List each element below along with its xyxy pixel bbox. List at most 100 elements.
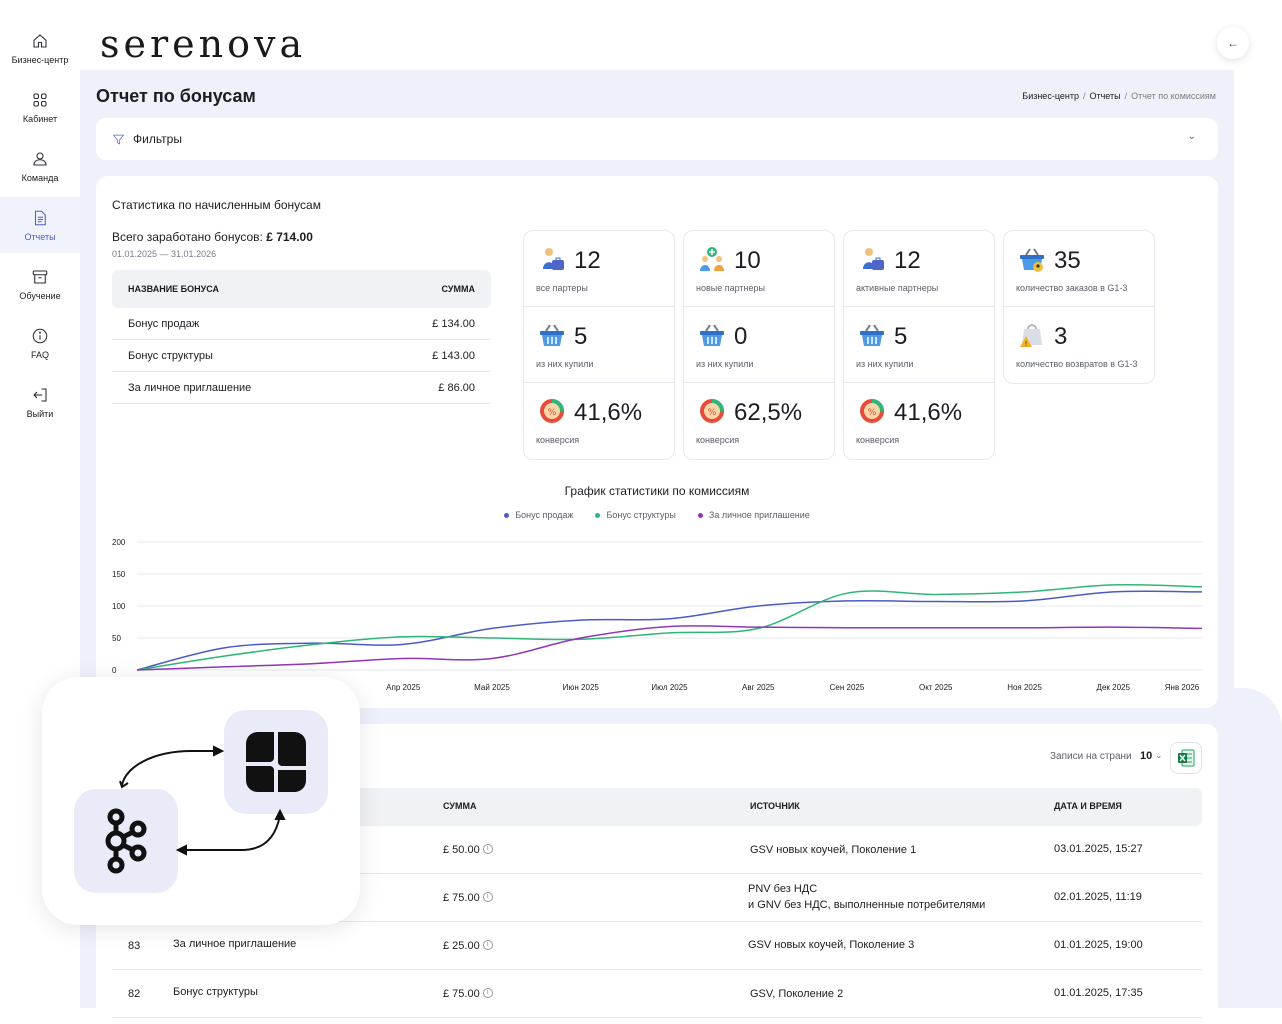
brand-logo[interactable]: serenova — [100, 22, 307, 66]
table-row: £ 50.00 i GSV новых коучей, Поколение 1 0… — [112, 826, 1202, 874]
info-icon[interactable]: i — [482, 940, 493, 950]
record-sum: £ 75.00 i — [443, 892, 493, 904]
record-sum-value: £ 50.00 — [443, 844, 480, 856]
kpi-label: из них купили — [856, 359, 914, 369]
kpi-value: 41,6% — [894, 399, 963, 426]
legend-dot — [504, 512, 510, 518]
x-tick-label: Сен 2025 — [830, 683, 865, 692]
nav-item-team[interactable]: Команда — [0, 138, 80, 194]
kpi-value: 5 — [574, 323, 588, 350]
legend-item-invitation[interactable]: За личное приглашение — [697, 510, 810, 520]
record-source-line2: и GNV без НДС, выполненные потребителями — [748, 899, 986, 911]
basket-icon — [860, 324, 884, 346]
kpi-value: 41,6% — [574, 399, 643, 426]
nav-item-learning[interactable]: Обучение — [0, 256, 80, 312]
breadcrumb: Бизнес-центр / Отчеты / Отчет по комисси… — [1022, 91, 1216, 101]
info-icon[interactable]: i — [482, 892, 493, 902]
breadcrumb-separator: / — [1124, 91, 1128, 101]
kpi-cell: 10 новые партнеры — [684, 231, 834, 307]
record-source: GSV новых коучей, Поколение 1 — [750, 844, 917, 856]
nav-label: Обучение — [19, 290, 61, 301]
legend-label: Бонус структуры — [606, 510, 676, 520]
logout-icon — [33, 387, 47, 402]
kpi-value: 5 — [894, 323, 908, 350]
kpi-label: конверсия — [536, 435, 580, 445]
info-icon[interactable]: i — [482, 844, 493, 854]
stats-card: Статистика по начисленным бонусам Всего … — [96, 176, 1218, 708]
filters-label: Фильтры — [133, 132, 182, 146]
partners-icon — [863, 248, 884, 270]
table-row: Бонус структуры £ 143.00 — [112, 340, 491, 372]
kpi-cell: 5 из них купили — [524, 307, 674, 383]
col-source[interactable]: ИСТОЧНИК — [750, 801, 800, 811]
bonus-name: Бонус продаж — [128, 317, 200, 330]
nav-item-faq[interactable]: FAQ — [0, 315, 80, 371]
record-source: GSV, Поколение 2 — [750, 988, 844, 1000]
kpi-column-orders: 35 количество заказов в G1-3 ! 3 количес… — [1003, 230, 1155, 384]
nav-item-cabinet[interactable]: Кабинет — [0, 79, 80, 135]
filter-icon — [112, 134, 125, 144]
chevron-down-icon[interactable]: ⌄ — [1155, 750, 1163, 760]
export-excel-button[interactable] — [1170, 742, 1202, 774]
kpi-label: конверсия — [856, 435, 900, 445]
records-per-page-select[interactable]: 10 — [1140, 750, 1153, 762]
col-datetime[interactable]: ДАТА И ВРЕМЯ — [1054, 801, 1122, 811]
table-row: За личное приглашение £ 86.00 — [112, 372, 491, 404]
records-per-page-label: Записи на страни — [1050, 751, 1132, 762]
series-line-0[interactable] — [136, 590, 1203, 671]
x-tick-label: Авг 2025 — [742, 683, 775, 692]
filters-panel-toggle[interactable]: Фильтры ⌄ — [96, 118, 1218, 160]
series-line-1[interactable] — [136, 583, 1203, 671]
table-row: Бонус продаж £ 134.00 — [112, 308, 491, 340]
breadcrumb-link-business-center[interactable]: Бизнес-центр — [1022, 91, 1079, 101]
kpi-cell: 12 активные партнеры — [844, 231, 994, 307]
x-tick-label: Май 2025 — [474, 683, 510, 692]
x-tick-label: Окт 2025 — [919, 683, 953, 692]
x-tick-label: Июл 2025 — [651, 683, 688, 692]
record-id: 83 — [128, 940, 141, 952]
kpi-label: конверсия — [696, 435, 740, 445]
bonus-name: Бонус структуры — [128, 349, 213, 362]
nav-item-business-center[interactable]: Бизнес-центр — [0, 20, 80, 76]
conversion-icon: % — [860, 399, 884, 423]
info-icon — [32, 328, 48, 343]
kpi-cell: % 41,6% конверсия — [844, 383, 994, 459]
kpi-label: из них купили — [536, 359, 594, 369]
total-bonus: Всего заработано бонусов: £ 714.00 — [112, 230, 313, 244]
record-sum-value: £ 75.00 — [443, 988, 480, 1000]
record-sum-value: £ 75.00 — [443, 892, 480, 904]
record-sum: £ 50.00 i — [443, 844, 493, 856]
series-line-2[interactable] — [136, 625, 1203, 671]
col-sum[interactable]: СУММА — [443, 801, 477, 811]
kpi-label: из них купили — [696, 359, 754, 369]
info-icon[interactable]: i — [482, 988, 493, 998]
x-tick-label: Янв 2026 — [1165, 683, 1200, 692]
legend-item-sales[interactable]: Бонус продаж — [504, 510, 573, 520]
bonus-name: За личное приглашение — [128, 381, 252, 394]
record-datetime: 01.01.2025, 19:00 — [1054, 939, 1143, 951]
stats-title: Статистика по начисленным бонусам — [112, 198, 321, 212]
basket-icon — [700, 324, 724, 346]
nav-label: Бизнес-центр — [11, 54, 69, 65]
archive-icon — [32, 269, 48, 284]
collapse-button[interactable]: ← — [1217, 27, 1249, 59]
kpi-cell: % 41,6% конверсия — [524, 383, 674, 459]
right-edge-background — [1234, 688, 1282, 1008]
kpi-value: 10 — [734, 247, 761, 274]
document-icon — [34, 210, 46, 225]
record-source: GSV новых коучей, Поколение 3 — [748, 939, 915, 951]
record-sum-value: £ 25.00 — [443, 940, 480, 952]
y-tick-label: 150 — [112, 570, 126, 579]
nav-label: Кабинет — [22, 113, 58, 124]
nav-label: Выйти — [26, 408, 54, 419]
svg-text:%: % — [708, 408, 717, 418]
team-icon — [33, 151, 47, 166]
partners-icon — [543, 248, 564, 270]
total-label: Всего заработано бонусов: — [112, 230, 263, 244]
orders-basket-icon — [1020, 248, 1044, 272]
legend-item-structure[interactable]: Бонус структуры — [595, 510, 676, 520]
kpi-column-active-partners: 12 активные партнеры 5 из них купили % 4… — [843, 230, 995, 460]
breadcrumb-link-reports[interactable]: Отчеты — [1089, 91, 1121, 101]
nav-item-reports[interactable]: Отчеты — [0, 197, 80, 253]
nav-item-logout[interactable]: Выйти — [0, 374, 80, 430]
